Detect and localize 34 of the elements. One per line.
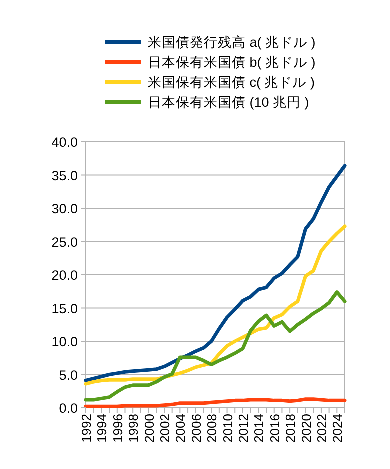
x-tick-label: 2020 (298, 414, 314, 443)
x-tick-label: 2010 (220, 414, 236, 443)
x-tick-label: 2006 (188, 414, 204, 443)
y-tick-label: 10.0 (52, 334, 78, 350)
x-tick-label: 2008 (204, 414, 220, 443)
y-tick-label: 15.0 (52, 301, 78, 316)
x-tick-label: 2018 (283, 414, 298, 443)
legend-label: 米国債発行残高 a( 兆ドル ) (148, 35, 316, 50)
x-tick-label: 2004 (173, 414, 188, 443)
x-tick-label: 2022 (314, 414, 330, 443)
legend-label: 日本保有米国債 b( 兆ドル ) (148, 55, 316, 70)
y-tick-label: 5.0 (59, 368, 78, 383)
x-tick-label: 2016 (267, 414, 282, 443)
y-tick-label: 30.0 (52, 202, 78, 216)
y-tick-label: 40.0 (52, 135, 78, 150)
y-tick-label: 20.0 (52, 268, 78, 283)
x-tick-label: 2000 (142, 414, 157, 443)
x-tick-label: 1994 (94, 414, 110, 443)
legend-label: 米国保有米国債 c( 兆ドル ) (148, 75, 315, 90)
x-tick-label: 2014 (252, 414, 267, 443)
line-series (84, 164, 347, 382)
x-tick-label: 2002 (157, 414, 172, 443)
x-tick-label: 1998 (126, 414, 142, 443)
y-tick-label: 0.0 (59, 401, 78, 416)
x-tick-label: 2024 (330, 414, 346, 443)
y-tick-label: 25.0 (52, 234, 78, 250)
legend-label: 日本保有米国債 (10 兆円 ) (148, 95, 310, 110)
x-tick-label: 1996 (110, 414, 126, 443)
line-series (84, 290, 347, 402)
y-tick-label: 35.0 (52, 168, 78, 184)
line-series (84, 398, 347, 408)
x-tick-label: 1992 (79, 414, 94, 443)
line-series (84, 224, 347, 386)
x-tick-label: 2012 (236, 414, 251, 443)
